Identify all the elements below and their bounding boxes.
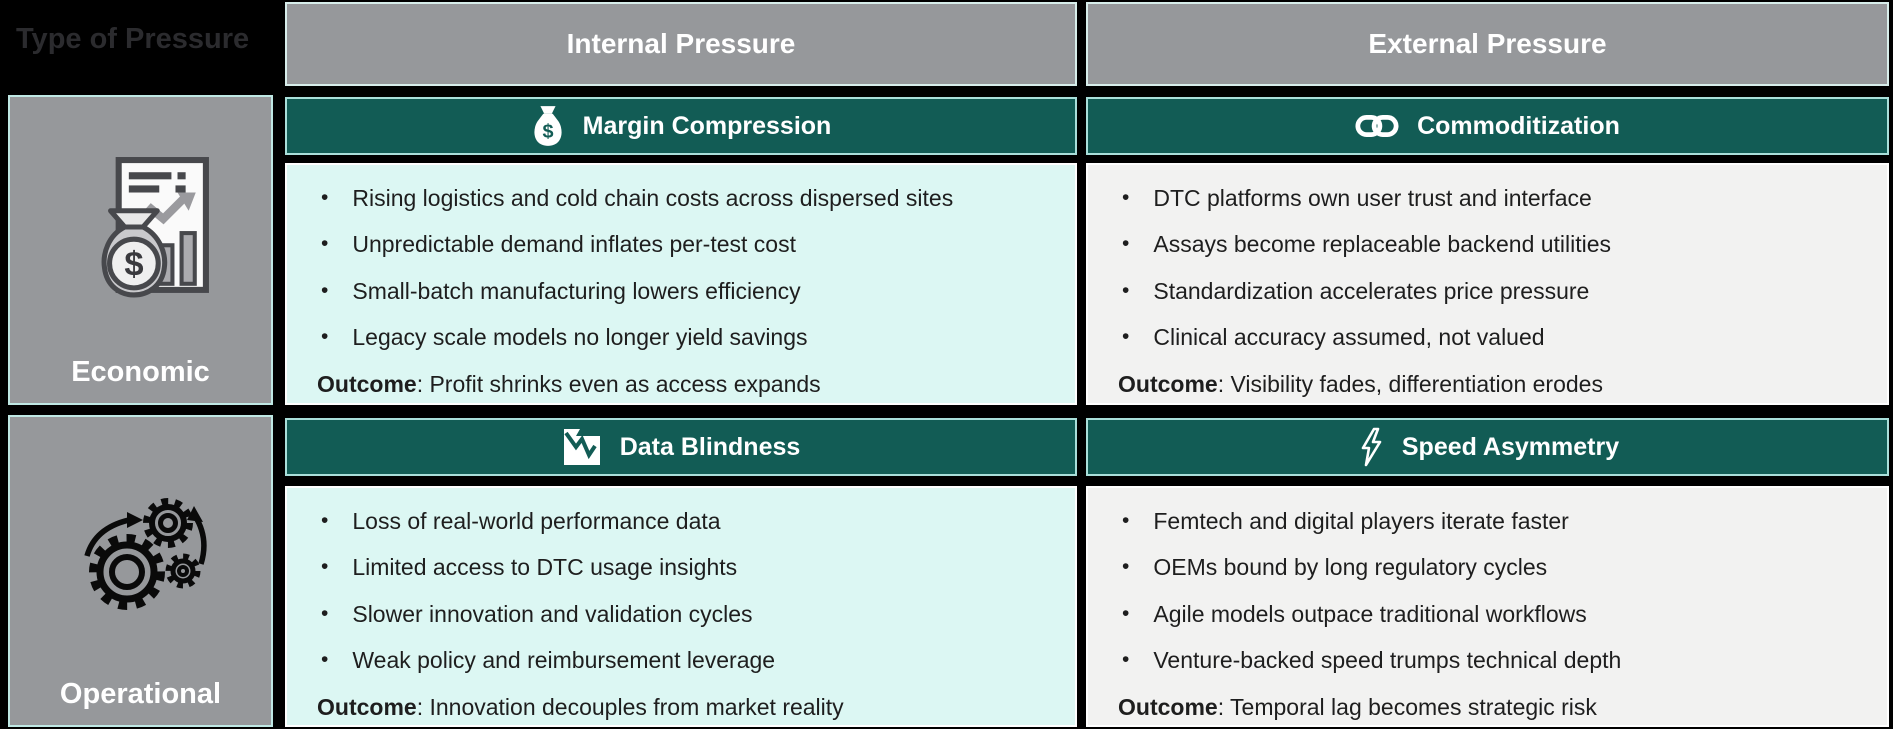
bullet-item: • Loss of real-world performance data (317, 508, 1051, 534)
bullet-marker: • (1122, 648, 1130, 672)
row-header-economic: $ Economic (8, 95, 273, 405)
bullet-marker: • (321, 278, 329, 302)
column-header-internal-pressure: Internal Pressure (285, 2, 1077, 86)
outcome-text: : Profit shrinks even as access expands (416, 370, 821, 397)
bullet-item: • Limited access to DTC usage insights (317, 554, 1051, 580)
outcome-label: Outcome (317, 370, 417, 397)
bullet-item: • OEMs bound by long regulatory cycles (1118, 554, 1863, 580)
bullet-marker: • (321, 601, 329, 625)
bullet-item: • Assays become replaceable backend util… (1118, 231, 1863, 257)
bullet-item: • Standardization accelerates price pres… (1118, 278, 1863, 304)
outcome-line: Outcome: Visibility fades, differentiati… (1118, 371, 1863, 397)
bullet-text: Small-batch manufacturing lowers efficie… (352, 277, 801, 304)
bullet-item: • Unpredictable demand inflates per-test… (317, 231, 1051, 257)
quadrant-body-data-blindness: • Loss of real-world performance data • … (285, 486, 1077, 727)
bullet-marker: • (321, 555, 329, 579)
bullet-text: Rising logistics and cold chain costs ac… (352, 185, 954, 211)
bullet-item: • Weak policy and reimbursement leverage (317, 647, 1051, 673)
bullet-marker: • (321, 186, 329, 209)
quadrant-title-margin-compression: $ Margin Compression (285, 97, 1077, 155)
outcome-line: Outcome: Temporal lag becomes strategic … (1118, 694, 1863, 720)
bullet-text: Limited access to DTC usage insights (352, 554, 738, 581)
bullet-item: • Agile models outpace traditional workf… (1118, 601, 1863, 627)
declining-chart-icon (562, 427, 602, 467)
quadrant-body-speed-asymmetry: • Femtech and digital players iterate fa… (1086, 486, 1889, 727)
row-label-operational: Operational (59, 678, 222, 710)
bullet-text: Weak policy and reimbursement leverage (352, 647, 776, 674)
bullet-marker: • (321, 509, 329, 532)
bullet-item: • Venture-backed speed trumps technical … (1118, 647, 1863, 673)
bullet-text: Standardization accelerates price pressu… (1153, 277, 1590, 304)
bullet-marker: • (321, 232, 329, 256)
bullet-marker: • (1122, 232, 1130, 256)
bullet-item: • Rising logistics and cold chain costs … (317, 185, 1051, 211)
bullet-item: • Slower innovation and validation cycle… (317, 601, 1051, 627)
money-bag-chart-icon: $ (10, 97, 271, 356)
bullet-item: • Clinical accuracy assumed, not valued (1118, 324, 1863, 350)
quadrant-title-speed-asymmetry: Speed Asymmetry (1086, 418, 1889, 476)
bullet-text: Femtech and digital players iterate fast… (1153, 508, 1569, 534)
outcome-text: : Visibility fades, differentiation erod… (1217, 370, 1603, 397)
quadrant-body-margin-compression: • Rising logistics and cold chain costs … (285, 163, 1077, 405)
quadrant-body-commoditization: • DTC platforms own user trust and inter… (1086, 163, 1889, 405)
quadrant-title-text: Data Blindness (619, 432, 801, 461)
svg-text:$: $ (124, 245, 143, 283)
bullet-marker: • (1122, 278, 1130, 302)
outcome-line: Outcome: Profit shrinks even as access e… (317, 371, 1051, 397)
bullet-marker: • (1122, 555, 1130, 579)
bullet-marker: • (1122, 601, 1130, 625)
bullet-text: Venture-backed speed trumps technical de… (1153, 647, 1622, 674)
bullet-text: Legacy scale models no longer yield savi… (352, 324, 808, 351)
outcome-label: Outcome (1118, 370, 1218, 397)
chain-link-icon (1355, 113, 1399, 139)
row-label-economic: Economic (71, 356, 210, 388)
quadrant-title-commoditization: Commoditization (1086, 97, 1889, 155)
bullet-item: • Legacy scale models no longer yield sa… (317, 324, 1051, 350)
quadrant-title-text: Commoditization (1417, 111, 1620, 140)
row-header-operational: Operational (8, 415, 273, 727)
bullet-item: • Small-batch manufacturing lowers effic… (317, 278, 1051, 304)
bullet-text: OEMs bound by long regulatory cycles (1153, 554, 1548, 581)
bullet-marker: • (321, 648, 329, 672)
bullet-text: Loss of real-world performance data (352, 508, 721, 534)
lightning-bolt-icon (1356, 427, 1384, 467)
money-bag-icon: $ (531, 105, 565, 147)
bullet-text: Assays become replaceable backend utilit… (1153, 231, 1612, 258)
bullet-marker: • (1122, 509, 1130, 532)
quadrant-title-text: Speed Asymmetry (1401, 432, 1620, 461)
gears-process-icon (10, 417, 271, 678)
quadrant-title-text: Margin Compression (582, 111, 832, 140)
outcome-line: Outcome: Innovation decouples from marke… (317, 694, 1051, 720)
bullet-text: Clinical accuracy assumed, not valued (1153, 324, 1545, 351)
bullet-text: Slower innovation and validation cycles (352, 600, 753, 627)
column-header-external-pressure: External Pressure (1086, 2, 1889, 86)
bullet-item: • Femtech and digital players iterate fa… (1118, 508, 1863, 534)
bullet-marker: • (321, 325, 329, 349)
outcome-label: Outcome (317, 693, 417, 720)
bullet-text: DTC platforms own user trust and interfa… (1153, 185, 1592, 211)
corner-label: Type of Pressure (16, 22, 250, 55)
outcome-text: : Innovation decouples from market reali… (416, 693, 844, 720)
bullet-marker: • (1122, 186, 1130, 209)
svg-text:$: $ (542, 120, 553, 142)
bullet-text: Unpredictable demand inflates per-test c… (352, 231, 796, 258)
bullet-item: • DTC platforms own user trust and inter… (1118, 185, 1863, 211)
bullet-text: Agile models outpace traditional workflo… (1153, 600, 1587, 627)
quadrant-title-data-blindness: Data Blindness (285, 418, 1077, 476)
outcome-label: Outcome (1118, 693, 1218, 720)
outcome-text: : Temporal lag becomes strategic risk (1217, 693, 1597, 720)
bullet-marker: • (1122, 325, 1130, 349)
